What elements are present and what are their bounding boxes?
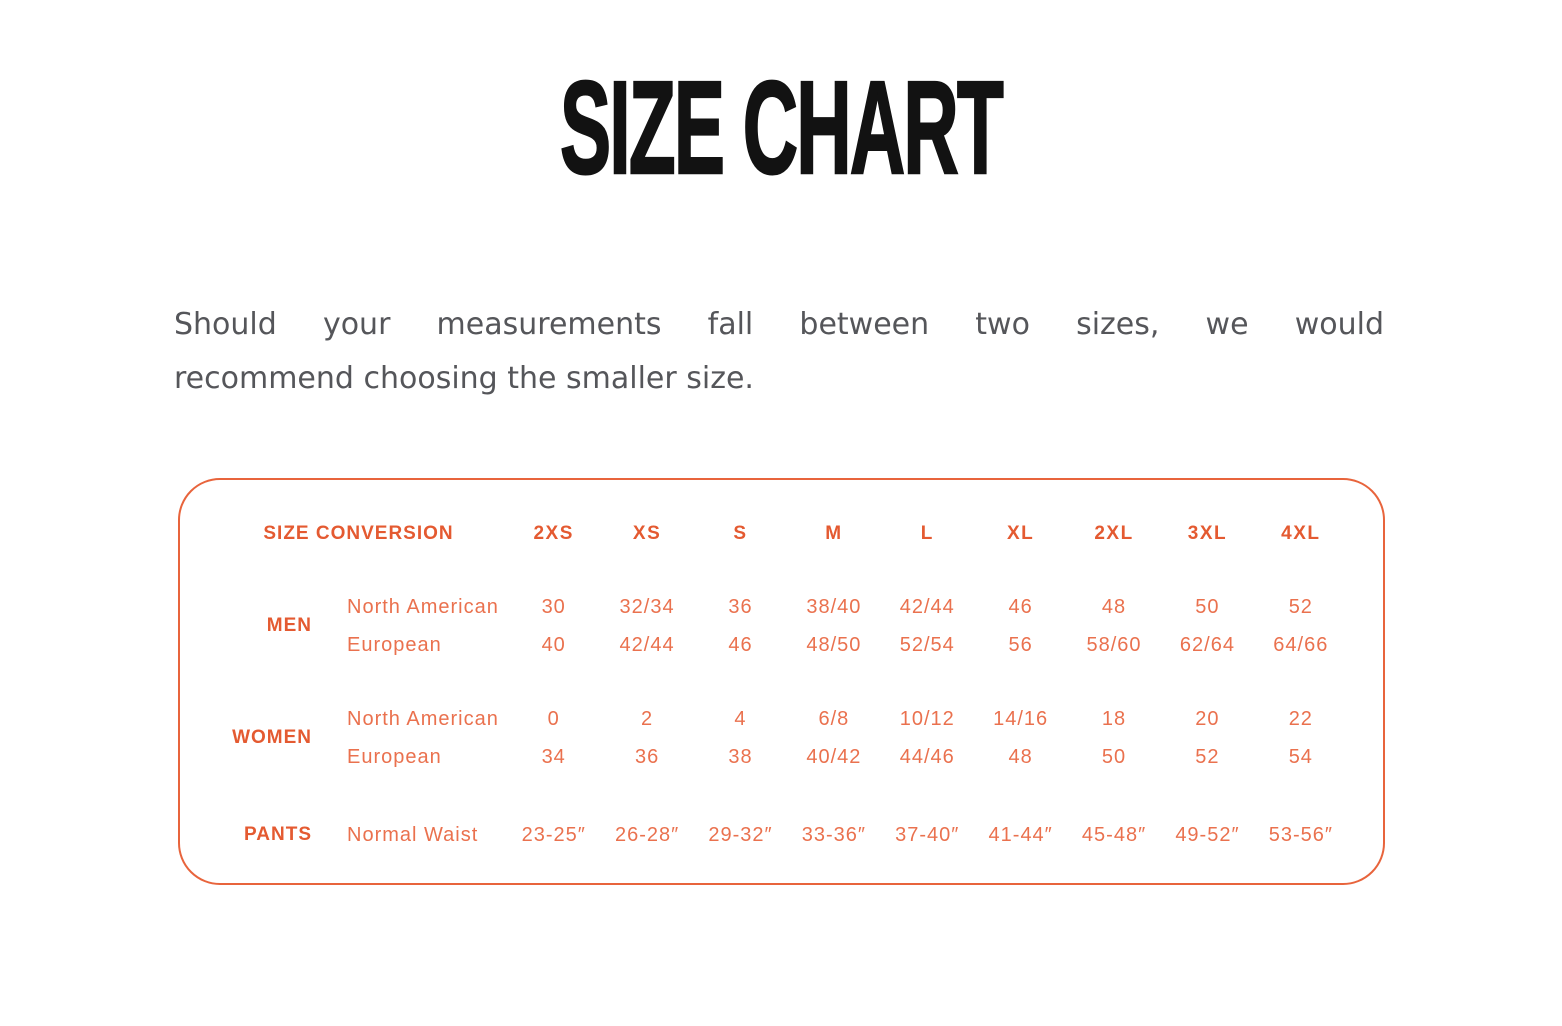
size-conversion-label: SIZE CONVERSION [263, 523, 454, 544]
col-header-xs: XS [632, 523, 662, 544]
size-chart-header-row: SIZE CONVERSION 2XS XS S M L XL 2XL 3XL … [180, 480, 1383, 588]
size-value: 36 [728, 595, 753, 618]
size-value: 42/44 [899, 595, 955, 618]
row-spacer [180, 664, 1383, 700]
col-header-3xl: 3XL [1187, 523, 1228, 544]
table-row: European 34 36 38 40/42 44/46 48 50 52 5… [312, 738, 1348, 776]
size-value: 14/16 [993, 707, 1049, 730]
group-label-women: WOMEN [232, 727, 312, 748]
size-value: 18 [1101, 707, 1127, 730]
size-value: 53-56″ [1268, 823, 1333, 846]
col-header-4xl: 4XL [1281, 523, 1321, 544]
size-value: 52 [1195, 745, 1220, 768]
size-value: 37-40″ [895, 823, 960, 846]
col-header-m: M [825, 523, 843, 544]
intro-line-2: recommend choosing the smaller size. [174, 361, 754, 396]
row-spacer [180, 776, 1383, 816]
size-value: 56 [1008, 633, 1033, 656]
group-label-pants: PANTS [244, 824, 312, 845]
size-value: 34 [541, 745, 566, 768]
group-pants: PANTS Normal Waist 23-25″ 26-28″ 29-32″ … [180, 816, 1383, 854]
size-value: 50 [1101, 745, 1127, 768]
size-value: 42/44 [619, 633, 675, 656]
row-label: European [347, 745, 442, 768]
intro-line-1: Should your measurements fall between tw… [174, 307, 1384, 342]
col-header-xl: XL [1007, 523, 1035, 544]
size-value: 6/8 [818, 707, 850, 730]
size-value: 48/50 [806, 633, 862, 656]
col-header-2xs: 2XS [533, 523, 574, 544]
size-value: 46 [1008, 595, 1033, 618]
size-value: 38/40 [806, 595, 862, 618]
row-label: North American [347, 707, 499, 730]
intro-paragraph: Should your measurements fall between tw… [174, 298, 1384, 406]
size-value: 52 [1288, 595, 1313, 618]
size-value: 40 [541, 633, 566, 656]
page-title: SIZE CHART [559, 54, 1004, 201]
size-value: 44/46 [899, 745, 955, 768]
size-value: 49-52″ [1175, 823, 1240, 846]
col-header-2xl: 2XL [1094, 523, 1134, 544]
col-header-s: S [733, 523, 748, 544]
size-value: 22 [1288, 707, 1313, 730]
size-value: 48 [1008, 745, 1033, 768]
size-value: 26-28″ [614, 823, 680, 846]
size-value: 29-32″ [708, 823, 773, 846]
row-label: North American [347, 595, 499, 618]
col-header-l: L [920, 523, 934, 544]
table-row: North American 30 32/34 36 38/40 42/44 4… [312, 588, 1348, 626]
size-value: 0 [547, 707, 560, 730]
size-value: 36 [634, 745, 660, 768]
size-value: 41-44″ [988, 823, 1053, 846]
size-value: 50 [1195, 595, 1220, 618]
row-label: Normal Waist [347, 823, 479, 846]
size-value: 23-25″ [521, 823, 586, 846]
row-label: European [347, 633, 442, 656]
size-value: 62/64 [1179, 633, 1235, 656]
table-row: Normal Waist 23-25″ 26-28″ 29-32″ 33-36″… [312, 816, 1348, 854]
table-row: European 40 42/44 46 48/50 52/54 56 58/6… [312, 626, 1348, 664]
size-value: 10/12 [899, 707, 955, 730]
group-women: WOMEN North American 0 2 4 6/8 10/12 14/… [180, 700, 1383, 776]
group-label-men: MEN [266, 615, 312, 636]
size-value: 38 [728, 745, 753, 768]
group-men: MEN North American 30 32/34 36 38/40 42/… [180, 588, 1383, 664]
size-value: 4 [734, 707, 747, 730]
size-value: 52/54 [899, 633, 955, 656]
size-value: 30 [541, 595, 566, 618]
size-value: 33-36″ [801, 823, 866, 846]
size-value: 48 [1101, 595, 1127, 618]
size-value: 54 [1288, 745, 1313, 768]
size-value: 2 [641, 707, 654, 730]
size-value: 45-48″ [1081, 823, 1147, 846]
page-header: SIZE CHART [0, 54, 1562, 201]
size-value: 40/42 [806, 745, 862, 768]
size-value: 58/60 [1086, 633, 1142, 656]
size-chart-box: SIZE CONVERSION 2XS XS S M L XL 2XL 3XL … [178, 478, 1385, 885]
size-value: 32/34 [619, 595, 675, 618]
size-value: 20 [1195, 707, 1220, 730]
table-row: North American 0 2 4 6/8 10/12 14/16 18 … [312, 700, 1348, 738]
size-value: 46 [728, 633, 753, 656]
size-value: 64/66 [1273, 633, 1329, 656]
